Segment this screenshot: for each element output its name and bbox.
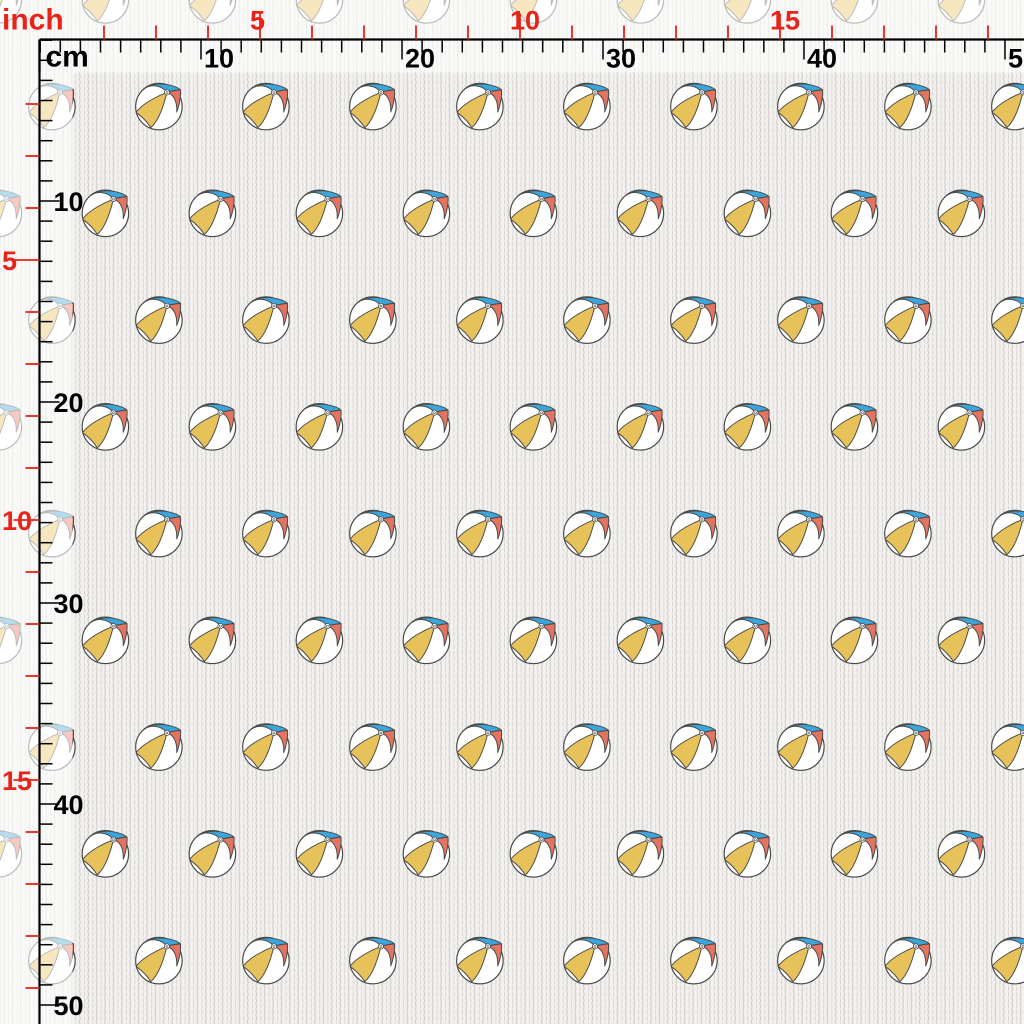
svg-text:10: 10 [510,6,540,36]
svg-text:50: 50 [54,991,84,1021]
svg-text:inch: inch [2,4,64,37]
svg-text:10: 10 [204,44,234,74]
svg-text:15: 15 [770,6,800,36]
svg-text:cm: cm [46,41,89,74]
svg-text:5: 5 [2,246,17,276]
svg-text:15: 15 [2,766,32,796]
svg-text:10: 10 [2,506,32,536]
svg-text:20: 20 [54,388,84,418]
svg-text:40: 40 [807,44,837,74]
svg-text:30: 30 [54,589,84,619]
svg-text:30: 30 [606,44,636,74]
svg-text:40: 40 [54,790,84,820]
svg-text:50: 50 [1008,44,1024,74]
svg-text:10: 10 [54,187,84,217]
svg-text:20: 20 [405,44,435,74]
svg-text:5: 5 [250,6,265,36]
